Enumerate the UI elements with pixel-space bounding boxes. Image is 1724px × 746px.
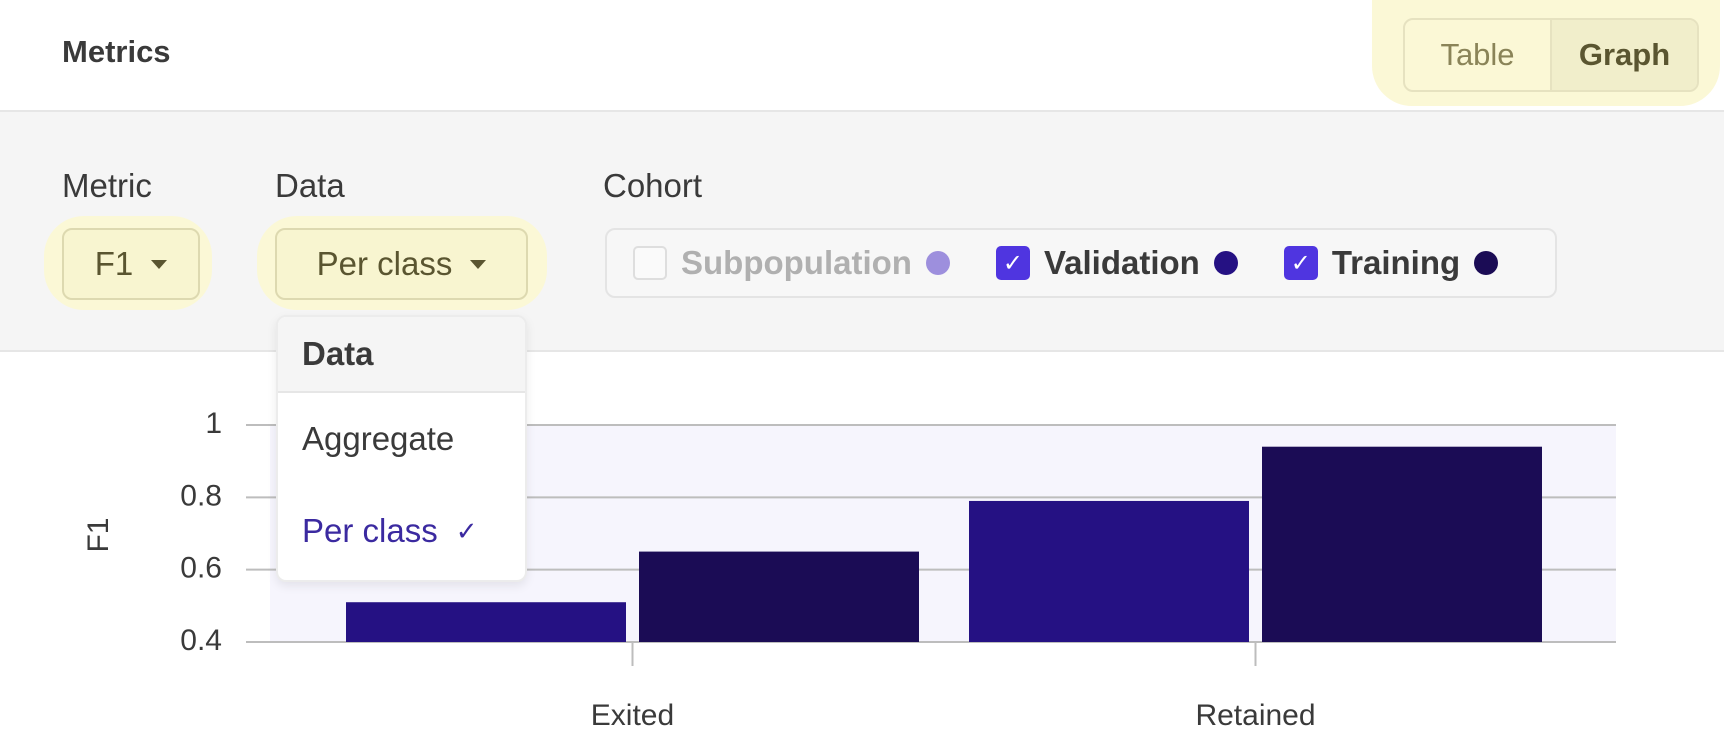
chart: 0.4 0.6 0.8 1 F1 Exited Retained xyxy=(82,407,1616,732)
panel-title: Metrics xyxy=(62,34,171,69)
cohort-label: Validation xyxy=(1043,244,1200,281)
select-value: F1 xyxy=(94,245,134,282)
view-option[interactable]: Table xyxy=(1440,37,1515,72)
checkbox: ✓ xyxy=(995,246,1030,280)
check-icon: ✓ xyxy=(455,515,478,546)
bar xyxy=(639,551,919,642)
view-option[interactable]: Graph xyxy=(1550,20,1697,90)
data-select[interactable]: Per class xyxy=(275,228,528,300)
y-tick-label: 0.8 xyxy=(180,479,222,512)
option-label: Aggregate xyxy=(302,420,455,457)
bar xyxy=(969,500,1249,642)
legend-dot xyxy=(1474,251,1499,275)
view-toggle: Table Graph xyxy=(1403,18,1699,92)
dropdown-option[interactable]: Per class ✓ xyxy=(278,485,525,577)
filter-label: Metric xyxy=(62,167,152,204)
dropdown-title: Data xyxy=(278,317,525,393)
y-axis-label: F1 xyxy=(82,517,115,552)
legend-dot xyxy=(925,251,950,275)
x-tick-label: Exited xyxy=(591,699,674,732)
dropdown-options: Aggregate Per class ✓ xyxy=(278,393,525,577)
dropdown-option[interactable]: Aggregate xyxy=(278,393,525,485)
cohort-label: Training xyxy=(1331,244,1461,281)
x-tick-label: Retained xyxy=(1195,699,1315,732)
metric-select[interactable]: F1 xyxy=(62,228,200,300)
cohort-option[interactable]: ✓ Validation xyxy=(995,244,1238,282)
cohort-option[interactable]: ✓ Training xyxy=(1283,244,1499,282)
checkbox xyxy=(633,246,667,280)
option-label: Per class xyxy=(302,512,438,549)
bar xyxy=(1262,446,1542,642)
data-dropdown: Data Aggregate Per class ✓ xyxy=(276,315,527,582)
cohort-option[interactable]: Subpopulation xyxy=(633,244,950,282)
y-tick-label: 0.4 xyxy=(180,624,222,657)
checkbox: ✓ xyxy=(1283,246,1318,280)
filter-label: Data xyxy=(275,167,345,204)
cohort-label: Subpopulation xyxy=(681,244,912,281)
caret xyxy=(470,259,487,269)
filter-label: Cohort xyxy=(603,167,703,204)
cohort-picker: Subpopulation ✓ Validation ✓ Training xyxy=(605,228,1557,298)
y-tick-label: 1 xyxy=(205,407,222,440)
bar xyxy=(346,602,626,642)
y-tick-label: 0.6 xyxy=(180,552,222,585)
caret xyxy=(151,259,168,269)
legend-dot xyxy=(1213,251,1238,275)
select-value: Per class xyxy=(316,245,453,282)
